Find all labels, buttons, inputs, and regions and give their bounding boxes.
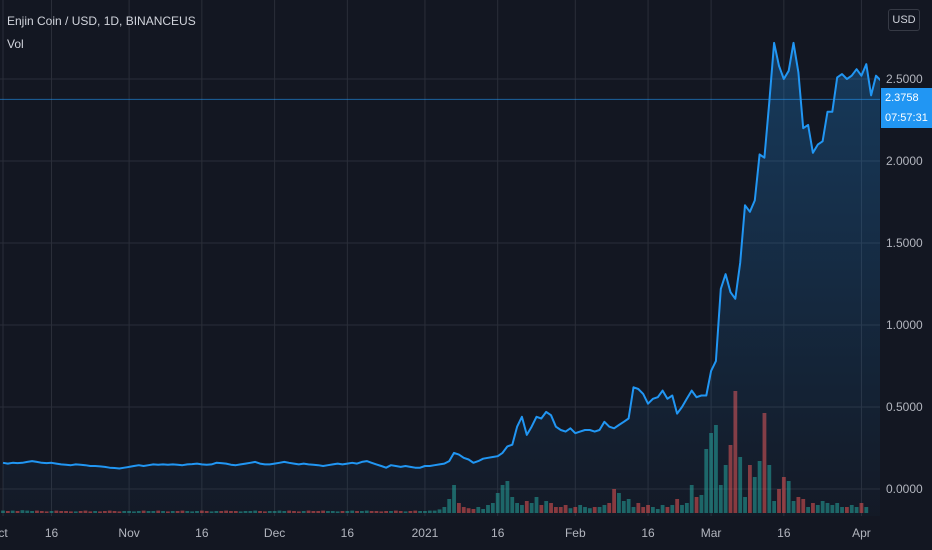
- time-tick-label: Mar: [701, 526, 722, 540]
- price-tick-label: 2.0000: [886, 154, 923, 168]
- price-tick-label: 2.5000: [886, 72, 923, 86]
- time-axis-panel[interactable]: [0, 516, 932, 550]
- time-tick-label: 16: [45, 526, 59, 540]
- price-area-fill: [3, 42, 886, 517]
- time-tick-label: 16: [195, 526, 209, 540]
- price-line: [2, 41, 887, 470]
- time-tick-label: Dec: [264, 526, 285, 540]
- price-tick-label: 0.0000: [886, 482, 923, 496]
- countdown-timer: 07:57:31: [885, 112, 928, 124]
- time-tick-label: Nov: [118, 526, 139, 540]
- time-tick-label: 16: [341, 526, 355, 540]
- time-tick-label: Feb: [565, 526, 586, 540]
- time-tick-label: 16: [641, 526, 655, 540]
- price-tick-label: 1.5000: [886, 236, 923, 250]
- price-axis: 0.0000 0.5000 1.0000 1.5000 2.0000 2.5000: [886, 72, 923, 496]
- last-price-tag: 2.3758 07:57:31: [881, 88, 932, 128]
- time-tick-label: 16: [491, 526, 505, 540]
- price-tick-label: 1.0000: [886, 318, 923, 332]
- price-axis-panel[interactable]: [880, 0, 932, 516]
- time-axis: ct 16 Nov 16 Dec 16 2021 16 Feb 16 Mar 16 Apr: [0, 526, 871, 540]
- chart-title: Enjin Coin / USD, 1D, BINANCEUS: [7, 14, 196, 28]
- time-tick-label: ct: [0, 526, 8, 540]
- price-tick-label: 0.5000: [886, 400, 923, 414]
- time-tick-label: Apr: [852, 526, 871, 540]
- last-price-value: 2.3758: [885, 92, 919, 104]
- volume-legend: Vol: [7, 37, 24, 51]
- time-tick-label: 2021: [412, 526, 439, 540]
- currency-button[interactable]: USD: [888, 9, 920, 31]
- time-tick-label: 16: [777, 526, 791, 540]
